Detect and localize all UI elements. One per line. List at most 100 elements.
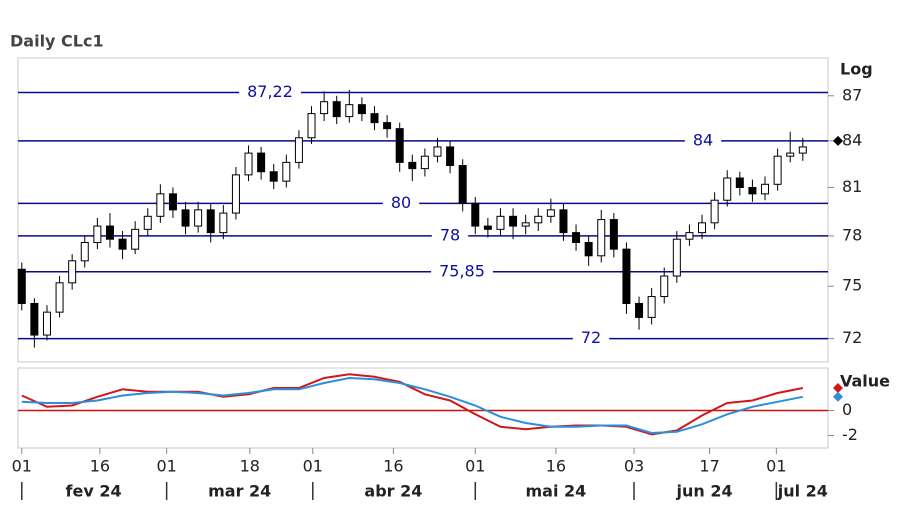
level-label-bg bbox=[572, 335, 610, 342]
candle-body bbox=[181, 209, 190, 227]
candle-body bbox=[219, 212, 228, 234]
candle-body bbox=[206, 209, 215, 234]
candle-body bbox=[609, 219, 618, 250]
candle-body bbox=[534, 215, 543, 224]
level-label-bg bbox=[382, 200, 420, 207]
x-tick-label: 03 bbox=[624, 457, 644, 476]
indicator-label: Value bbox=[840, 372, 890, 391]
indicator-y-tick-label: -2 bbox=[842, 425, 858, 444]
month-label: jun 24 bbox=[675, 482, 732, 501]
candle-body bbox=[231, 174, 240, 214]
x-tick-label: 16 bbox=[383, 457, 403, 476]
candle-body bbox=[521, 222, 530, 227]
level-label: 75,85 bbox=[439, 261, 485, 280]
level-label: 72 bbox=[581, 328, 601, 347]
candle-body bbox=[735, 177, 744, 188]
x-tick-label: 01 bbox=[156, 457, 176, 476]
candle-body bbox=[597, 219, 606, 257]
x-tick-label: 01 bbox=[12, 457, 32, 476]
x-tick-label: 16 bbox=[90, 457, 110, 476]
level-label: 87,22 bbox=[247, 82, 293, 101]
candle-body bbox=[420, 155, 429, 170]
level-label-bg bbox=[239, 89, 301, 96]
candle-body bbox=[80, 242, 89, 262]
candle-body bbox=[320, 101, 329, 115]
candle-body bbox=[471, 202, 480, 227]
candle-body bbox=[496, 215, 505, 230]
candle-body bbox=[332, 101, 341, 118]
indicator-last-marker bbox=[833, 391, 843, 402]
scale-label: Log bbox=[840, 60, 873, 79]
level-label-bg bbox=[431, 268, 493, 275]
indicator-line bbox=[21, 373, 803, 436]
x-tick-label: 01 bbox=[766, 457, 786, 476]
candle-body bbox=[408, 161, 417, 170]
candle-body bbox=[723, 177, 732, 201]
candle-body bbox=[307, 113, 316, 139]
candle-body bbox=[269, 171, 278, 182]
candle-body bbox=[672, 238, 681, 277]
candle-body bbox=[383, 122, 392, 130]
month-label: abr 24 bbox=[364, 482, 422, 501]
candle-body bbox=[131, 228, 140, 250]
candle-body bbox=[244, 152, 253, 176]
chart-title: Daily CLc1 bbox=[10, 32, 104, 51]
candle-body bbox=[446, 146, 455, 166]
candle-body bbox=[635, 302, 644, 318]
candle-body bbox=[748, 186, 757, 195]
indicator-last-marker bbox=[833, 383, 843, 393]
candle-body bbox=[685, 232, 694, 240]
candle-body bbox=[798, 146, 807, 154]
price-panel bbox=[17, 57, 829, 363]
candle-body bbox=[698, 222, 707, 234]
x-tick-label: 17 bbox=[699, 457, 719, 476]
candle-body bbox=[584, 242, 593, 257]
candle-body bbox=[156, 193, 165, 217]
y-tick-label: 75 bbox=[842, 276, 862, 295]
candle-body bbox=[257, 152, 266, 173]
y-tick-label: 87 bbox=[842, 85, 862, 104]
candle-body bbox=[786, 152, 795, 157]
candle-body bbox=[345, 104, 354, 118]
candle-body bbox=[572, 232, 581, 244]
candle-body bbox=[68, 260, 77, 284]
level-label-bg bbox=[684, 137, 722, 144]
level-label: 84 bbox=[693, 130, 713, 149]
level-label: 78 bbox=[440, 225, 460, 244]
candle-body bbox=[30, 302, 39, 336]
level-label-bg bbox=[431, 232, 469, 239]
indicator-line bbox=[21, 376, 803, 435]
level-label: 80 bbox=[391, 193, 411, 212]
candle-body bbox=[433, 146, 442, 157]
candle-body bbox=[483, 225, 492, 230]
month-label: fev 24 bbox=[66, 482, 122, 501]
y-tick-label: 84 bbox=[842, 130, 862, 149]
candle-body bbox=[42, 311, 51, 336]
candle-body bbox=[647, 296, 656, 318]
indicator-y-tick-label: 0 bbox=[842, 400, 852, 419]
candle-body bbox=[710, 199, 719, 224]
candle-body bbox=[294, 137, 303, 163]
month-label: mar 24 bbox=[208, 482, 271, 501]
candle-body bbox=[118, 238, 127, 250]
candle-body bbox=[761, 183, 770, 195]
indicator-panel bbox=[17, 367, 829, 449]
candle-body bbox=[282, 161, 291, 182]
candle-body bbox=[105, 225, 114, 240]
x-tick-label: 01 bbox=[303, 457, 323, 476]
candle-body bbox=[55, 282, 64, 313]
candle-body bbox=[395, 128, 404, 163]
candle-body bbox=[773, 155, 782, 185]
candle-body bbox=[509, 215, 518, 227]
candle-body bbox=[622, 248, 631, 304]
candle-body bbox=[660, 275, 669, 298]
x-tick-label: 18 bbox=[240, 457, 260, 476]
candle-body bbox=[194, 209, 203, 227]
month-label: jul 24 bbox=[777, 482, 828, 501]
candle-body bbox=[357, 104, 366, 115]
y-tick-label: 81 bbox=[842, 177, 862, 196]
y-tick-label: 78 bbox=[842, 225, 862, 244]
y-tick-label: 72 bbox=[842, 328, 862, 347]
x-tick-label: 01 bbox=[465, 457, 485, 476]
